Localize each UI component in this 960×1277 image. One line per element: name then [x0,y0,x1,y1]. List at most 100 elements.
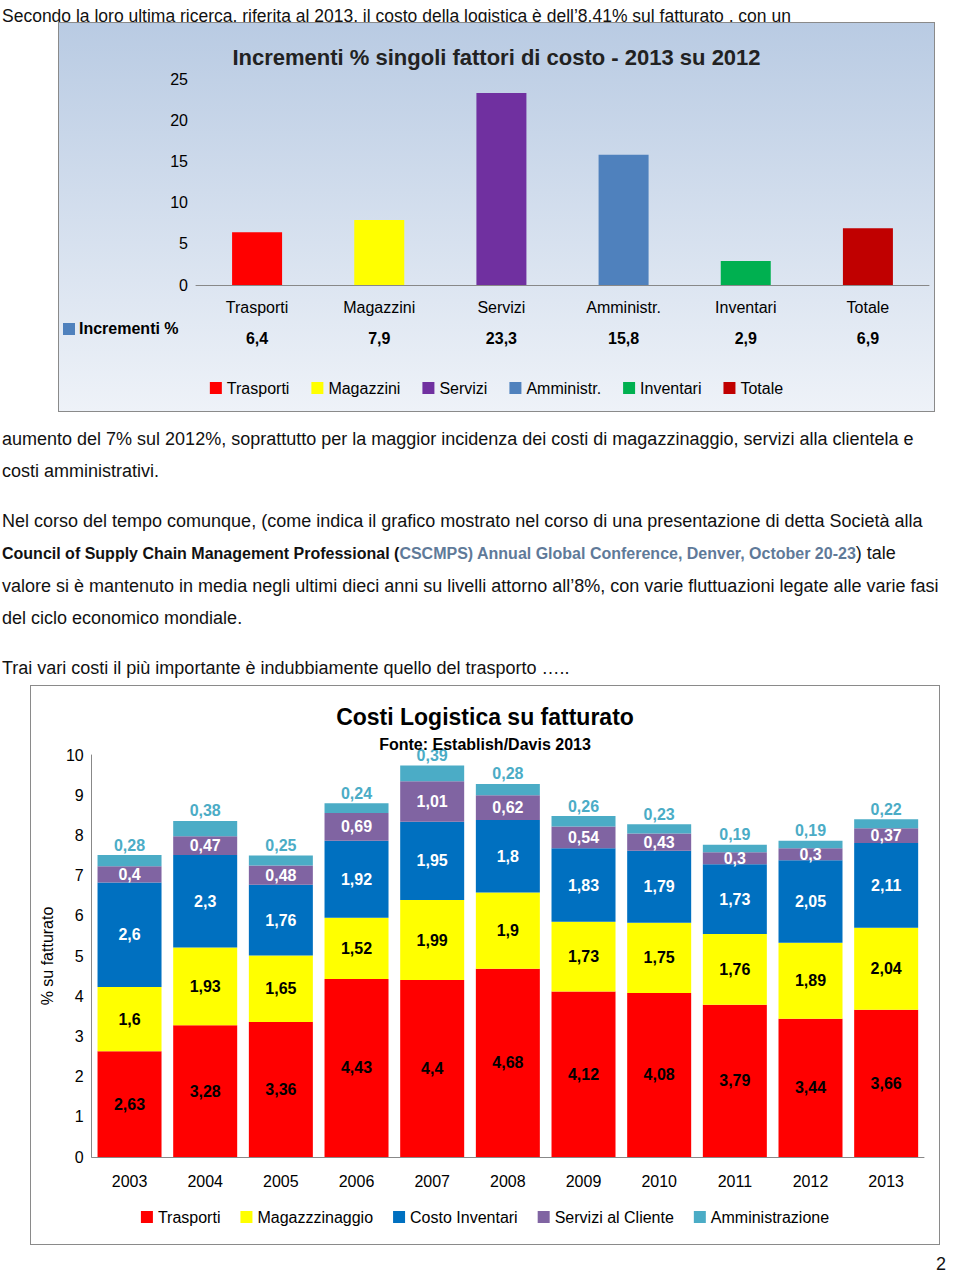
svg-text:0,28: 0,28 [114,837,145,854]
svg-text:2007: 2007 [414,1173,450,1190]
svg-text:Magazzini: Magazzini [343,299,415,316]
svg-text:Trasporti: Trasporti [226,299,289,316]
svg-text:20: 20 [170,112,188,129]
svg-text:3,28: 3,28 [190,1083,221,1100]
svg-text:3,36: 3,36 [265,1081,296,1098]
svg-text:7,9: 7,9 [368,330,390,347]
svg-text:0,28: 0,28 [492,765,523,782]
svg-text:5: 5 [179,235,188,252]
svg-text:7: 7 [75,867,84,884]
svg-text:Servizi: Servizi [439,380,487,397]
svg-text:1,76: 1,76 [719,961,750,978]
svg-text:0,54: 0,54 [568,829,599,846]
svg-text:1,8: 1,8 [497,848,519,865]
svg-text:4: 4 [75,988,84,1005]
svg-text:10: 10 [66,747,84,764]
svg-text:0,3: 0,3 [724,850,746,867]
svg-text:1,75: 1,75 [644,949,675,966]
svg-text:1,89: 1,89 [795,972,826,989]
svg-text:0,19: 0,19 [795,822,826,839]
svg-text:2013: 2013 [868,1173,904,1190]
svg-text:4,08: 4,08 [644,1066,675,1083]
svg-text:6: 6 [75,907,84,924]
svg-text:1,73: 1,73 [568,948,599,965]
svg-text:Totale: Totale [740,380,783,397]
svg-text:8: 8 [75,827,84,844]
svg-text:2,9: 2,9 [735,330,757,347]
svg-text:1,92: 1,92 [341,871,372,888]
svg-text:0,22: 0,22 [871,801,902,818]
svg-text:1,76: 1,76 [265,912,296,929]
svg-text:1,93: 1,93 [190,978,221,995]
svg-text:2004: 2004 [187,1173,223,1190]
svg-text:0,3: 0,3 [799,846,821,863]
svg-text:Inventari: Inventari [715,299,776,316]
svg-text:0: 0 [179,277,188,294]
svg-text:2011: 2011 [718,1173,753,1190]
svg-text:2,63: 2,63 [114,1096,145,1113]
svg-text:0,26: 0,26 [568,798,599,815]
svg-text:Amministr.: Amministr. [586,299,661,316]
svg-text:Incrementi % singoli fattori d: Incrementi % singoli fattori di costo - … [232,45,760,70]
svg-text:0,23: 0,23 [644,806,675,823]
svg-text:2012: 2012 [793,1173,829,1190]
svg-text:10: 10 [170,194,188,211]
svg-text:5: 5 [75,948,84,965]
svg-text:0,25: 0,25 [265,837,296,854]
svg-text:Servizi: Servizi [477,299,525,316]
svg-text:23,3: 23,3 [486,330,517,347]
svg-text:3: 3 [75,1028,84,1045]
svg-text:0,48: 0,48 [265,867,296,884]
svg-text:Amministr.: Amministr. [526,380,601,397]
svg-text:0,24: 0,24 [341,785,372,802]
svg-text:Incrementi %: Incrementi % [79,320,179,337]
svg-text:2,04: 2,04 [871,960,902,977]
svg-text:2005: 2005 [263,1173,299,1190]
svg-text:Inventari: Inventari [640,380,701,397]
svg-text:1,83: 1,83 [568,877,599,894]
svg-text:0: 0 [75,1149,84,1166]
svg-text:2,3: 2,3 [194,893,216,910]
svg-text:Fonte: Establish/Davis 2013: Fonte: Establish/Davis 2013 [379,736,591,753]
svg-text:Totale: Totale [847,299,890,316]
svg-text:15: 15 [170,153,188,170]
svg-text:4,68: 4,68 [492,1054,523,1071]
svg-text:2,05: 2,05 [795,893,826,910]
svg-text:Costo Inventari: Costo Inventari [410,1209,518,1226]
svg-text:2,6: 2,6 [118,926,140,943]
svg-text:Amministrazione: Amministrazione [711,1209,829,1226]
svg-text:1,73: 1,73 [719,891,750,908]
svg-text:1,79: 1,79 [644,878,675,895]
svg-text:1: 1 [75,1108,84,1125]
svg-text:6,9: 6,9 [857,330,879,347]
svg-text:0,37: 0,37 [871,827,902,844]
svg-text:4,43: 4,43 [341,1059,372,1076]
svg-text:Trasporti: Trasporti [227,380,290,397]
svg-text:Servizi al Cliente: Servizi al Cliente [555,1209,674,1226]
svg-text:6,4: 6,4 [246,330,268,347]
svg-text:1,9: 1,9 [497,922,519,939]
svg-text:2006: 2006 [339,1173,375,1190]
svg-text:2010: 2010 [641,1173,677,1190]
svg-text:0,19: 0,19 [719,826,750,843]
svg-text:4,12: 4,12 [568,1066,599,1083]
svg-text:15,8: 15,8 [608,330,639,347]
svg-text:2008: 2008 [490,1173,526,1190]
svg-text:0,62: 0,62 [492,799,523,816]
svg-text:3,44: 3,44 [795,1079,826,1096]
svg-text:1,6: 1,6 [118,1011,140,1028]
svg-text:2009: 2009 [566,1173,602,1190]
svg-text:4,4: 4,4 [421,1060,443,1077]
svg-text:Trasporti: Trasporti [158,1209,221,1226]
svg-text:9: 9 [75,787,84,804]
svg-text:3,66: 3,66 [871,1075,902,1092]
svg-text:1,52: 1,52 [341,940,372,957]
svg-text:1,99: 1,99 [417,932,448,949]
svg-text:Magazzzinaggio: Magazzzinaggio [257,1209,373,1226]
svg-text:0,4: 0,4 [118,866,140,883]
svg-text:2003: 2003 [112,1173,148,1190]
svg-text:25: 25 [170,71,188,88]
svg-text:0,38: 0,38 [190,802,221,819]
svg-text:1,01: 1,01 [417,793,448,810]
svg-text:2: 2 [75,1068,84,1085]
